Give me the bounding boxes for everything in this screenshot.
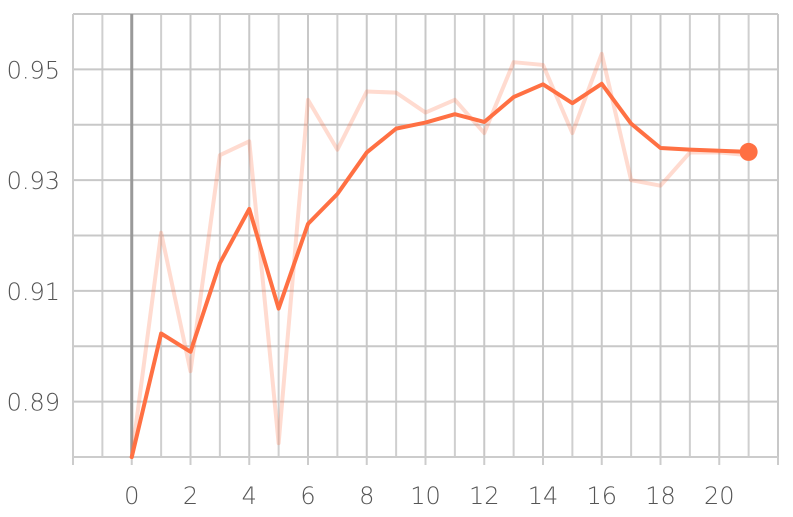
x-tick-label: 14 xyxy=(528,482,559,510)
y-tick-label: 0.89 xyxy=(7,389,60,417)
x-tick-label: 12 xyxy=(469,482,500,510)
y-tick-label: 0.95 xyxy=(7,56,60,84)
y-tick-label: 0.91 xyxy=(7,278,60,306)
x-tick-label: 6 xyxy=(300,482,315,510)
x-tick-label: 18 xyxy=(645,482,676,510)
raw-series-line xyxy=(129,51,751,459)
series-layer xyxy=(129,51,758,459)
y-tick-label: 0.93 xyxy=(7,167,60,195)
x-tick-label: 2 xyxy=(183,482,198,510)
x-tick-label: 4 xyxy=(242,482,257,510)
grid xyxy=(72,13,779,458)
tick-labels: 0 2 4 6 8 10 12 14 16 18 20 0.89 0.91 0.93 0.95 xyxy=(7,56,735,510)
x-tick-label: 8 xyxy=(359,482,374,510)
x-tick-label: 16 xyxy=(586,482,617,510)
x-tick-label: 10 xyxy=(410,482,441,510)
axes xyxy=(72,14,779,465)
smoothed-series-line xyxy=(129,81,751,459)
last-point-marker xyxy=(739,142,758,161)
x-tick-label: 20 xyxy=(704,482,735,510)
x-tick-label: 0 xyxy=(124,482,139,510)
